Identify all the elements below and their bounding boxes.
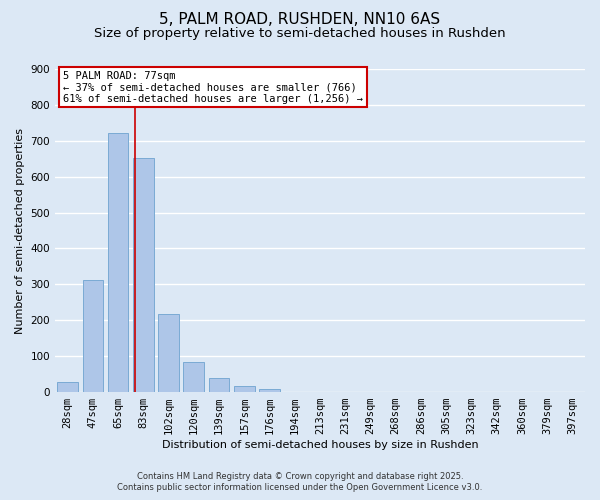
Bar [83,280,103,392]
Bar [184,362,204,392]
Bar [158,314,179,392]
Bar [234,386,254,392]
Bar [133,158,154,392]
Text: 5, PALM ROAD, RUSHDEN, NN10 6AS: 5, PALM ROAD, RUSHDEN, NN10 6AS [160,12,440,28]
Text: 5 PALM ROAD: 77sqm
← 37% of semi-detached houses are smaller (766)
61% of semi-d: 5 PALM ROAD: 77sqm ← 37% of semi-detache… [63,70,363,104]
Text: Contains public sector information licensed under the Open Government Licence v3: Contains public sector information licen… [118,484,482,492]
Bar [209,378,229,392]
Bar [108,133,128,392]
Y-axis label: Number of semi-detached properties: Number of semi-detached properties [15,128,25,334]
Text: Size of property relative to semi-detached houses in Rushden: Size of property relative to semi-detach… [94,28,506,40]
Bar [259,389,280,392]
Text: Contains HM Land Registry data © Crown copyright and database right 2025.: Contains HM Land Registry data © Crown c… [137,472,463,481]
X-axis label: Distribution of semi-detached houses by size in Rushden: Distribution of semi-detached houses by … [162,440,478,450]
Bar [58,382,78,392]
